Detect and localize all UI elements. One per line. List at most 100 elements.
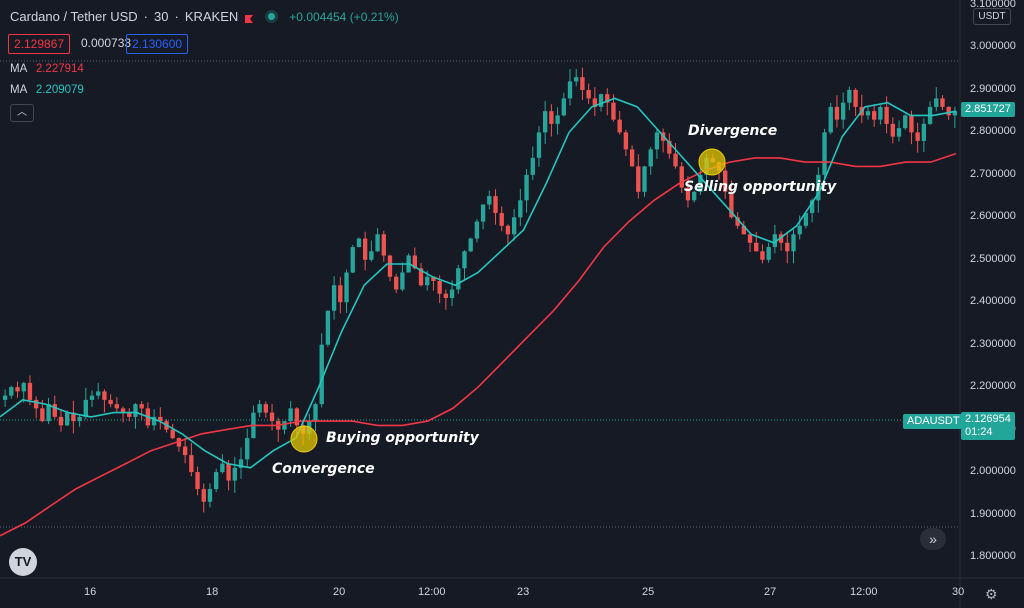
candle-body	[108, 399, 113, 405]
candle-body	[822, 132, 827, 175]
convergence-marker	[290, 425, 318, 453]
candle-body	[257, 404, 262, 413]
scroll-to-realtime-button[interactable]: »	[920, 528, 946, 550]
candle-body	[58, 416, 64, 426]
candle-body	[623, 132, 629, 150]
candle-body	[114, 404, 120, 409]
candle-body	[487, 196, 492, 205]
candle-body	[89, 395, 95, 400]
candle-body	[158, 416, 163, 422]
candle-body	[33, 399, 39, 409]
candle-body	[741, 225, 747, 235]
price-tick-label: 2.800000	[970, 125, 1016, 138]
candle-body	[21, 382, 26, 392]
indicator-ma-red[interactable]: MA 2.227914	[10, 63, 84, 75]
price-tick-label: 1.800000	[970, 550, 1016, 562]
candle-body	[195, 472, 200, 490]
flag-icon[interactable]	[244, 12, 254, 23]
candle-body	[443, 293, 449, 298]
candle-body	[754, 242, 759, 252]
candle-body	[102, 391, 107, 400]
candle-body	[139, 404, 144, 409]
candle-body	[909, 115, 914, 133]
candle-body	[555, 115, 560, 124]
candle-body	[46, 404, 51, 422]
time-tick-label: 12:00	[418, 586, 446, 598]
candle-body	[865, 111, 871, 116]
currency-label[interactable]: USDT	[973, 8, 1011, 25]
interval[interactable]: 30	[154, 9, 169, 24]
candle-body	[803, 213, 809, 226]
candle-body	[387, 255, 393, 277]
candle-body	[269, 412, 275, 422]
candle-body	[356, 238, 362, 248]
candle-body	[840, 102, 846, 120]
price-tick-label: 3.000000	[970, 40, 1016, 53]
divergence-marker	[698, 148, 726, 176]
candle-body	[456, 268, 461, 290]
candle-body	[220, 463, 225, 473]
last-price-tag: 2.126954 01:24	[961, 412, 1015, 440]
exchange-name[interactable]: KRAKEN	[184, 9, 239, 24]
candle-body	[375, 234, 380, 252]
candle-body	[766, 247, 771, 260]
candle-body	[449, 289, 455, 298]
candle-body	[325, 310, 331, 345]
candle-body	[15, 387, 20, 392]
candle-body	[549, 111, 554, 124]
settings-gear-icon[interactable]: ⚙	[985, 586, 998, 602]
candle-body	[9, 387, 14, 396]
time-tick-label: 16	[84, 586, 97, 598]
candle-body	[282, 421, 287, 430]
candle-body	[319, 344, 324, 405]
ask-price[interactable]: 2.130600	[126, 34, 189, 54]
candle-body	[462, 251, 467, 269]
candle-body	[52, 404, 57, 417]
indicator-ma-teal[interactable]: MA 2.209079	[10, 84, 84, 96]
candle-body	[369, 251, 374, 260]
candle-body	[133, 404, 138, 417]
candle-body	[189, 455, 194, 473]
tradingview-logo[interactable]: TV	[9, 548, 37, 576]
price-tick-label: 2.300000	[970, 337, 1016, 350]
candle-body	[400, 272, 405, 290]
time-tick-label: 20	[333, 586, 346, 598]
candle-body	[536, 132, 542, 158]
candle-body	[617, 119, 622, 133]
candle-body	[747, 234, 753, 243]
candle-body	[946, 106, 951, 116]
price-tick-label: 2.600000	[970, 210, 1016, 223]
symbol-name[interactable]: Cardano / Tether USD	[10, 9, 138, 24]
ma-fast-line[interactable]	[0, 97, 957, 469]
selling-opportunity-label: Selling opportunity	[684, 179, 837, 195]
candle-body	[878, 106, 883, 120]
candle-body	[809, 200, 815, 214]
ma-price-tag: 2.851727	[961, 102, 1015, 117]
candle-body	[207, 489, 213, 502]
candle-body	[691, 191, 697, 201]
candle-body	[723, 170, 728, 192]
candle-body	[27, 382, 33, 400]
candle-body	[853, 89, 858, 107]
candle-body	[493, 196, 498, 214]
ma-slow-line[interactable]	[0, 152, 957, 537]
separator-dot: ·	[174, 9, 179, 24]
candle-body	[772, 234, 778, 248]
bid-price[interactable]: 2.129867	[8, 34, 71, 54]
candle-body	[791, 234, 796, 252]
candle-body	[350, 247, 355, 273]
candle-body	[574, 77, 579, 82]
candle-body	[499, 213, 504, 226]
candle-body	[238, 459, 244, 468]
candle-body	[667, 140, 672, 154]
candle-body	[654, 132, 660, 150]
chart-header: Cardano / Tether USD · 30 · KRAKEN +0.00…	[10, 9, 399, 24]
candle-body	[2, 395, 8, 400]
collapse-indicators-button[interactable]: ︿	[10, 104, 34, 122]
time-tick-label: 18	[206, 586, 219, 598]
candle-body	[65, 412, 70, 426]
candle-body	[636, 166, 641, 192]
candle-body	[505, 225, 511, 235]
